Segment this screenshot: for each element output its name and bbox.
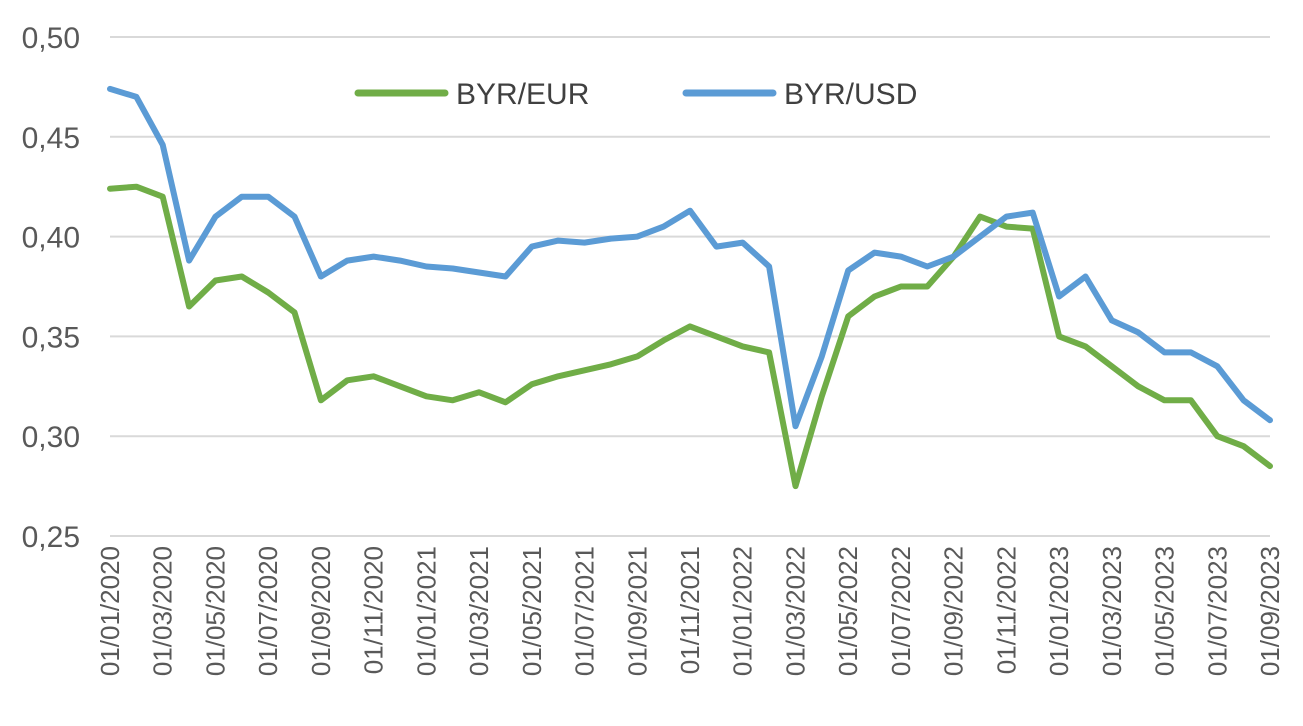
- x-tick-label: 01/09/2023: [1255, 546, 1285, 676]
- x-tick-label: 01/11/2020: [359, 546, 389, 674]
- y-tick-label: 0,30: [22, 421, 80, 454]
- series-line-byr-eur: [107, 183, 1273, 490]
- x-tick-label: 01/05/2023: [1150, 546, 1180, 676]
- x-tick-label: 01/01/2020: [95, 546, 125, 676]
- y-tick-label: 0,45: [22, 122, 80, 155]
- x-tick-label: 01/03/2022: [780, 546, 810, 676]
- x-tick-label: 01/07/2021: [570, 546, 600, 676]
- x-tick-label: 01/01/2021: [411, 546, 441, 676]
- series-line-byr-usd: [107, 85, 1273, 430]
- x-tick-label: 01/07/2022: [886, 546, 916, 676]
- x-tick-label: 01/03/2020: [148, 546, 178, 676]
- y-axis-ticks: 0,50 0,45 0,40 0,35 0,30 0,25: [22, 22, 80, 554]
- y-tick-label: 0,50: [22, 22, 80, 55]
- x-tick-label: 01/03/2023: [1097, 546, 1127, 676]
- y-tick-label: 0,35: [22, 321, 80, 354]
- x-tick-label: 01/05/2021: [517, 546, 547, 676]
- legend-label: BYR/USD: [784, 78, 917, 111]
- x-tick-label: 01/09/2021: [622, 546, 652, 676]
- legend: BYR/EUR BYR/USD: [354, 78, 917, 111]
- x-tick-label: 01/01/2022: [728, 546, 758, 676]
- x-tick-label: 01/05/2022: [833, 546, 863, 676]
- series-lines: [107, 85, 1273, 490]
- x-tick-label: 01/09/2022: [939, 546, 969, 676]
- x-tick-label: 01/01/2023: [1044, 546, 1074, 676]
- x-axis-ticks: 01/01/2020 01/03/2020 01/05/2020 01/07/2020…: [95, 546, 1285, 676]
- x-tick-label: 01/07/2020: [253, 546, 283, 676]
- x-tick-label: 01/07/2023: [1202, 546, 1232, 676]
- y-tick-label: 0,40: [22, 222, 80, 255]
- x-tick-label: 01/11/2021: [675, 546, 705, 674]
- x-tick-label: 01/03/2021: [464, 546, 494, 676]
- x-tick-label: 01/05/2020: [200, 546, 230, 676]
- x-tick-label: 01/11/2022: [991, 546, 1021, 674]
- y-tick-label: 0,25: [22, 521, 80, 554]
- gridlines: [110, 36, 1270, 537]
- x-tick-label: 01/09/2020: [306, 546, 336, 676]
- legend-label: BYR/EUR: [456, 78, 589, 111]
